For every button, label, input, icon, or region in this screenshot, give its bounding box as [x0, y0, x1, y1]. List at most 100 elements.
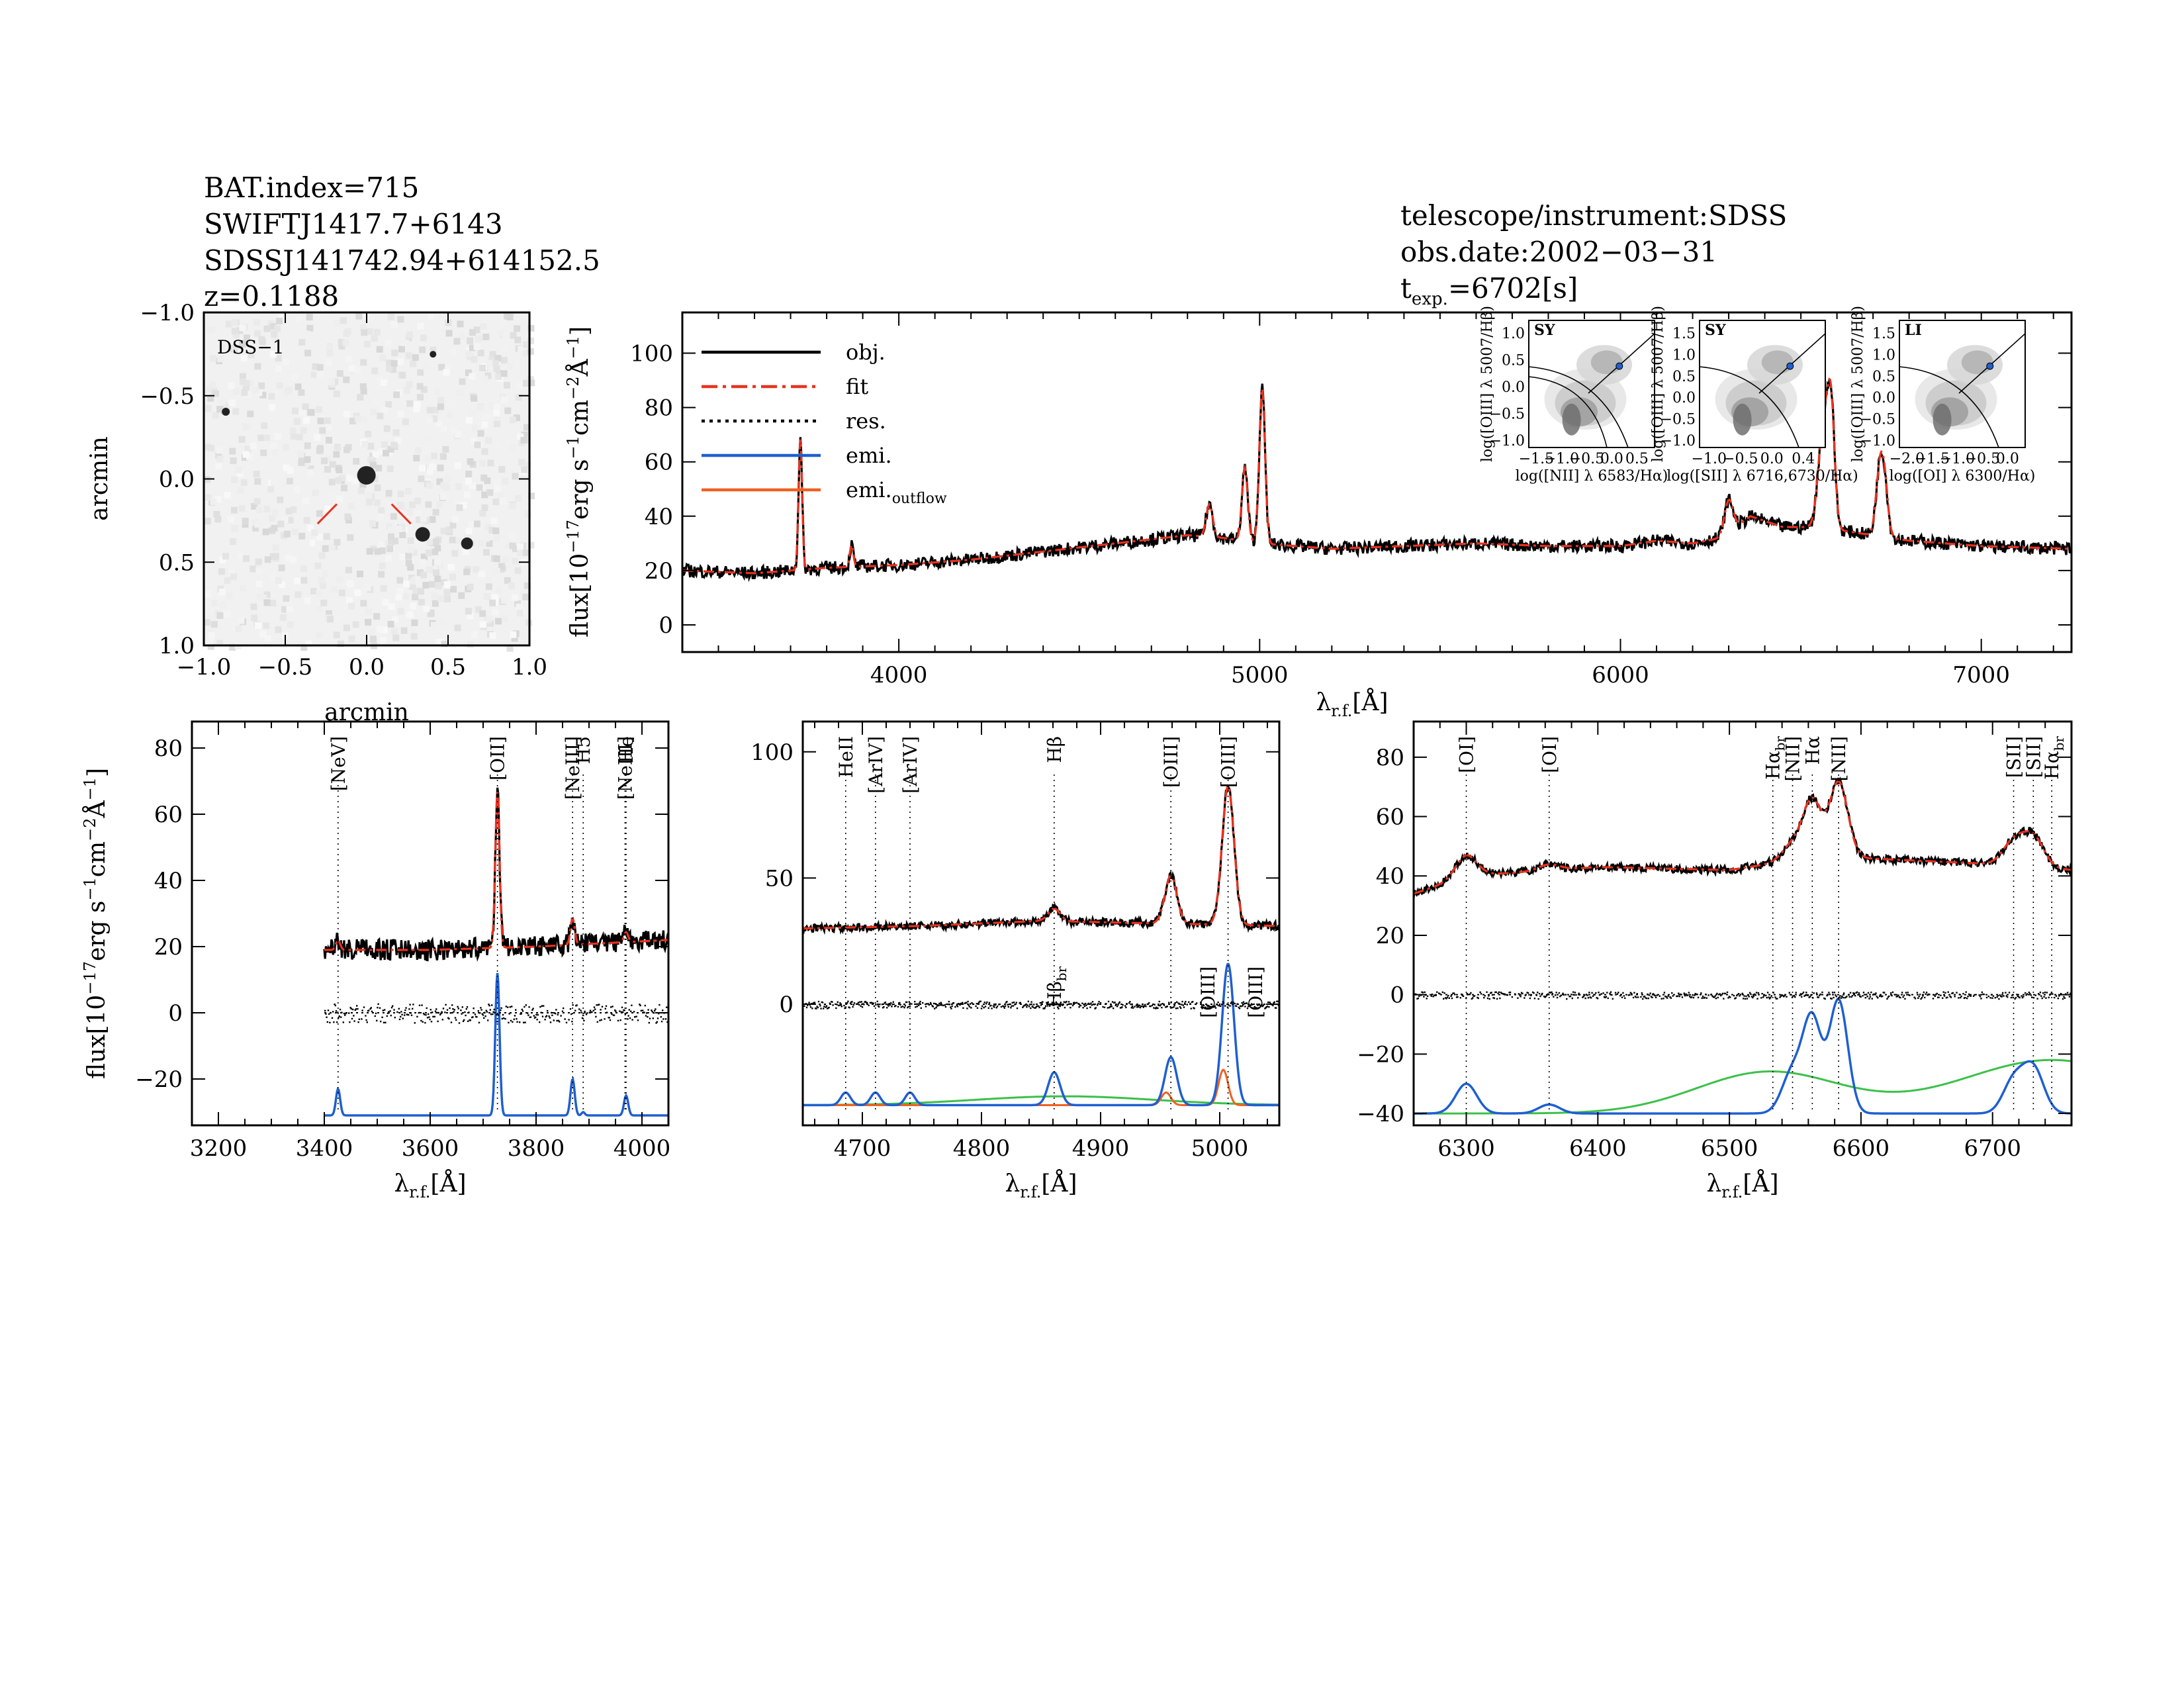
residual-point [883, 1006, 885, 1008]
residual-point [1114, 1002, 1116, 1004]
image-noise-pixel [458, 592, 465, 599]
residual-point [1097, 1003, 1099, 1005]
residual-point [1872, 994, 1874, 996]
residual-point [1595, 992, 1597, 994]
residual-point [1248, 1006, 1250, 1008]
residual-point [2068, 996, 2071, 998]
image-noise-pixel [316, 371, 324, 378]
image-noise-pixel [451, 549, 459, 557]
residual-point [1492, 997, 1494, 999]
residual-point [858, 1004, 860, 1006]
residual-point [1028, 1006, 1030, 1008]
image-noise-pixel [475, 606, 482, 613]
residual-point [439, 1013, 441, 1015]
residual-point [1754, 993, 1756, 996]
residual-point [574, 1009, 576, 1011]
residual-point [971, 1002, 973, 1004]
image-noise-pixel [462, 548, 469, 555]
residual-point [400, 1015, 402, 1018]
image-noise-pixel [388, 538, 395, 545]
residual-point [956, 1004, 958, 1007]
demarcation-curve [1899, 366, 1999, 448]
image-noise-pixel [500, 498, 507, 505]
bpt-insets: SY−1.5−1.0−0.50.0 0.51.00.50.0−0.5−1.0log… [1479, 306, 2035, 485]
image-noise-pixel [275, 365, 282, 373]
residual-point [1956, 992, 1958, 994]
swift-name: SWIFTJ1417.7+6143 [204, 208, 503, 240]
residual-point [1627, 994, 1630, 996]
residual-point [1649, 994, 1651, 996]
image-noise-pixel [296, 434, 303, 441]
residual-point [860, 1005, 862, 1008]
residual-point [545, 1015, 547, 1018]
image-noise-pixel [304, 442, 311, 449]
residual-point [1687, 994, 1689, 996]
residual-point [1712, 996, 1714, 998]
residual-point [1131, 1005, 1134, 1008]
residual-point [424, 1013, 426, 1015]
panel-frame [801, 720, 1281, 1127]
residual-point [1134, 1006, 1136, 1008]
residual-point [651, 1009, 653, 1011]
residual-point [1022, 1006, 1024, 1008]
line-label-sub: br [1772, 736, 1788, 751]
image-noise-pixel [304, 350, 312, 357]
residual-point [583, 1019, 585, 1022]
image-noise-pixel [500, 397, 508, 404]
residual-point [2021, 996, 2024, 999]
residual-point [1602, 992, 1604, 994]
image-noise-pixel [345, 567, 352, 574]
residual-point [1528, 994, 1530, 996]
residual-point [1157, 1007, 1159, 1009]
residual-point [1190, 1008, 1192, 1009]
residual-point [509, 1006, 511, 1008]
residual-point [1784, 994, 1786, 997]
residual-point [451, 1004, 453, 1006]
dss-image-panel: DSS−1−1.01.0−0.50.50.00.00.5−0.51.0−1.0a… [86, 300, 547, 726]
residual-point [1645, 997, 1648, 1000]
residual-point [1692, 996, 1695, 999]
residual-point [1224, 1005, 1226, 1007]
residual-point [453, 1011, 455, 1013]
residual-point [353, 1015, 355, 1017]
image-noise-pixel [377, 412, 384, 420]
residual-point [1582, 996, 1584, 998]
residual-point [1064, 1006, 1066, 1009]
residual-point [1606, 992, 1608, 994]
residual-point [848, 1007, 850, 1009]
image-noise-pixel [511, 557, 518, 565]
image-noise-pixel [481, 448, 488, 455]
residual-point [2041, 997, 2043, 1000]
image-noise-pixel [414, 401, 421, 408]
residual-point [1901, 992, 1903, 994]
residual-point [1527, 992, 1529, 994]
lambda-unit: [Å] [1743, 1170, 1778, 1197]
image-noise-pixel [388, 603, 396, 610]
residual-point [446, 1009, 449, 1011]
residual-point [1543, 996, 1545, 998]
image-noise-pixel [387, 313, 394, 320]
residual-point [2034, 994, 2037, 996]
residual-point [2039, 991, 2042, 994]
residual-point [1514, 993, 1516, 995]
image-noise-pixel [522, 414, 529, 422]
residual-point [1817, 996, 1819, 998]
image-noise-pixel [402, 340, 409, 347]
residual-point [428, 1016, 430, 1018]
image-noise-pixel [209, 381, 216, 389]
residual-point [864, 1000, 866, 1003]
residual-point [1697, 996, 1700, 999]
y-tick-label: 0.5 [159, 549, 195, 576]
x-axis-label: λr.f.[Å] [1005, 1170, 1077, 1201]
image-noise-pixel [467, 583, 474, 590]
image-noise-pixel [371, 335, 378, 342]
image-noise-pixel [306, 339, 314, 346]
residual-point [909, 1005, 911, 1008]
residual-point [1692, 994, 1694, 996]
demarcation-curve [1528, 376, 1608, 448]
residual-point [504, 1017, 506, 1020]
star-source [222, 408, 230, 416]
image-noise-pixel [360, 600, 367, 607]
residual-point [1099, 1002, 1102, 1004]
residual-point [511, 1006, 513, 1008]
